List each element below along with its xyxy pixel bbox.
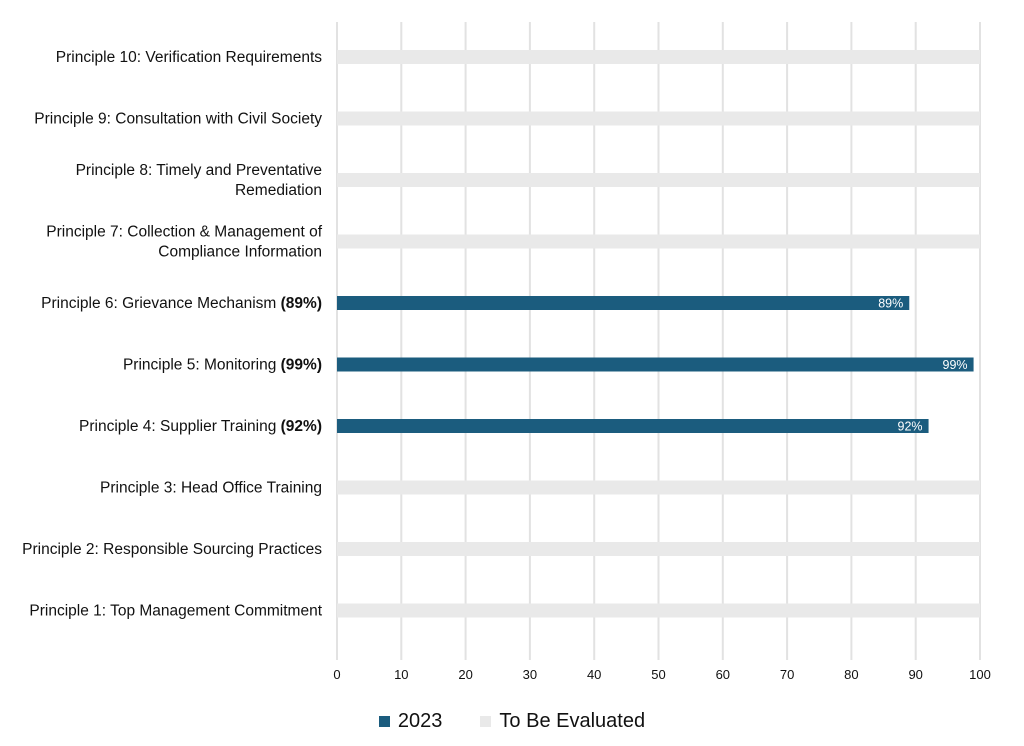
- bar-to-be-evaluated-4: [337, 234, 980, 249]
- category-label-10: Principle 1: Top Management Commitment: [29, 603, 322, 620]
- category-label-line: Principle 10: Verification Requirements: [56, 49, 322, 66]
- category-label-percent-7: (92%): [281, 418, 322, 435]
- x-tick-label-0: 0: [333, 667, 340, 682]
- legend-label-2023: 2023: [397, 709, 443, 732]
- category-label-line: Principle 2: Responsible Sourcing Practi…: [22, 541, 322, 558]
- category-label-text-7: Principle 4: Supplier Training: [79, 418, 281, 435]
- category-label-3: Principle 8: Timely and Preventative Reme…: [76, 162, 322, 199]
- legend-item-to-be-evaluated: To Be Evaluated: [480, 710, 645, 733]
- legend: 2023 To Be Evaluated: [0, 706, 1024, 736]
- category-label-2: Principle 9: Consultation with Civil Soc…: [34, 111, 322, 128]
- legend-label-to-be-evaluated: To Be Evaluated: [499, 709, 646, 732]
- legend-item-2023: 2023: [378, 709, 443, 733]
- bar-to-be-evaluated-9: [337, 542, 980, 556]
- category-label-9: Principle 2: Responsible Sourcing Practi…: [22, 541, 322, 558]
- bar-data-label-6: 99%: [943, 358, 968, 372]
- x-tick-label-60: 60: [716, 667, 730, 682]
- bar-data-label-5: 89%: [878, 297, 903, 311]
- category-label-line: Principle 8: Timely and Preventative: [76, 162, 322, 179]
- legend-swatch-2023: [378, 715, 390, 727]
- x-tick-label-30: 30: [523, 667, 537, 682]
- category-label-line: Principle 7: Collection & Management of: [46, 224, 322, 241]
- bar-to-be-evaluated-1: [337, 50, 980, 64]
- category-label-line: Principle 1: Top Management Commitment: [29, 603, 322, 620]
- x-tick-label-10: 10: [394, 667, 408, 682]
- category-label-7: Principle 4: Supplier Training (92%): [79, 418, 322, 435]
- category-label-5: Principle 6: Grievance Mechanism (89%): [41, 295, 322, 312]
- category-label-line: Principle 3: Head Office Training: [100, 480, 322, 497]
- x-tick-label-70: 70: [780, 667, 794, 682]
- category-label-1: Principle 10: Verification Requirements: [56, 49, 322, 66]
- x-axis-tick-labels: 0 10 20 30 40 50 60 70 80 90 100: [333, 667, 990, 682]
- bar-data-label-7: 92%: [898, 420, 923, 434]
- bar-to-be-evaluated-3: [337, 173, 980, 187]
- bar-2023-6: [337, 357, 974, 372]
- bars: 89% 99% 92%: [337, 50, 980, 618]
- legend-swatch-to-be-evaluated: [480, 715, 492, 727]
- category-labels: Principle 10: Verification Requirements P…: [22, 49, 323, 620]
- x-tick-label-100: 100: [969, 667, 991, 682]
- category-label-text-5: Principle 6: Grievance Mechanism: [41, 295, 281, 312]
- category-label-text-6: Principle 5: Monitoring: [123, 357, 281, 374]
- category-label-line: Principle 9: Consultation with Civil Soc…: [34, 111, 322, 128]
- category-label-line: Compliance Information: [158, 244, 322, 261]
- category-label-8: Principle 3: Head Office Training: [100, 480, 322, 497]
- category-label-percent-6: (99%): [281, 357, 322, 374]
- category-label-percent-5: (89%): [281, 295, 322, 312]
- bar-2023-7: [337, 419, 929, 433]
- bar-to-be-evaluated-8: [337, 480, 980, 495]
- bar-2023-5: [337, 296, 910, 310]
- category-label-4: Principle 7: Collection & Management of C…: [46, 224, 322, 261]
- x-tick-label-80: 80: [844, 667, 858, 682]
- category-label-6: Principle 5: Monitoring (99%): [123, 357, 322, 374]
- bar-to-be-evaluated-2: [337, 111, 980, 126]
- x-tick-label-40: 40: [587, 667, 601, 682]
- x-tick-label-20: 20: [458, 667, 472, 682]
- x-tick-label-90: 90: [908, 667, 922, 682]
- bar-to-be-evaluated-10: [337, 603, 980, 618]
- x-tick-label-50: 50: [651, 667, 665, 682]
- category-label-line: Remediation: [235, 182, 322, 199]
